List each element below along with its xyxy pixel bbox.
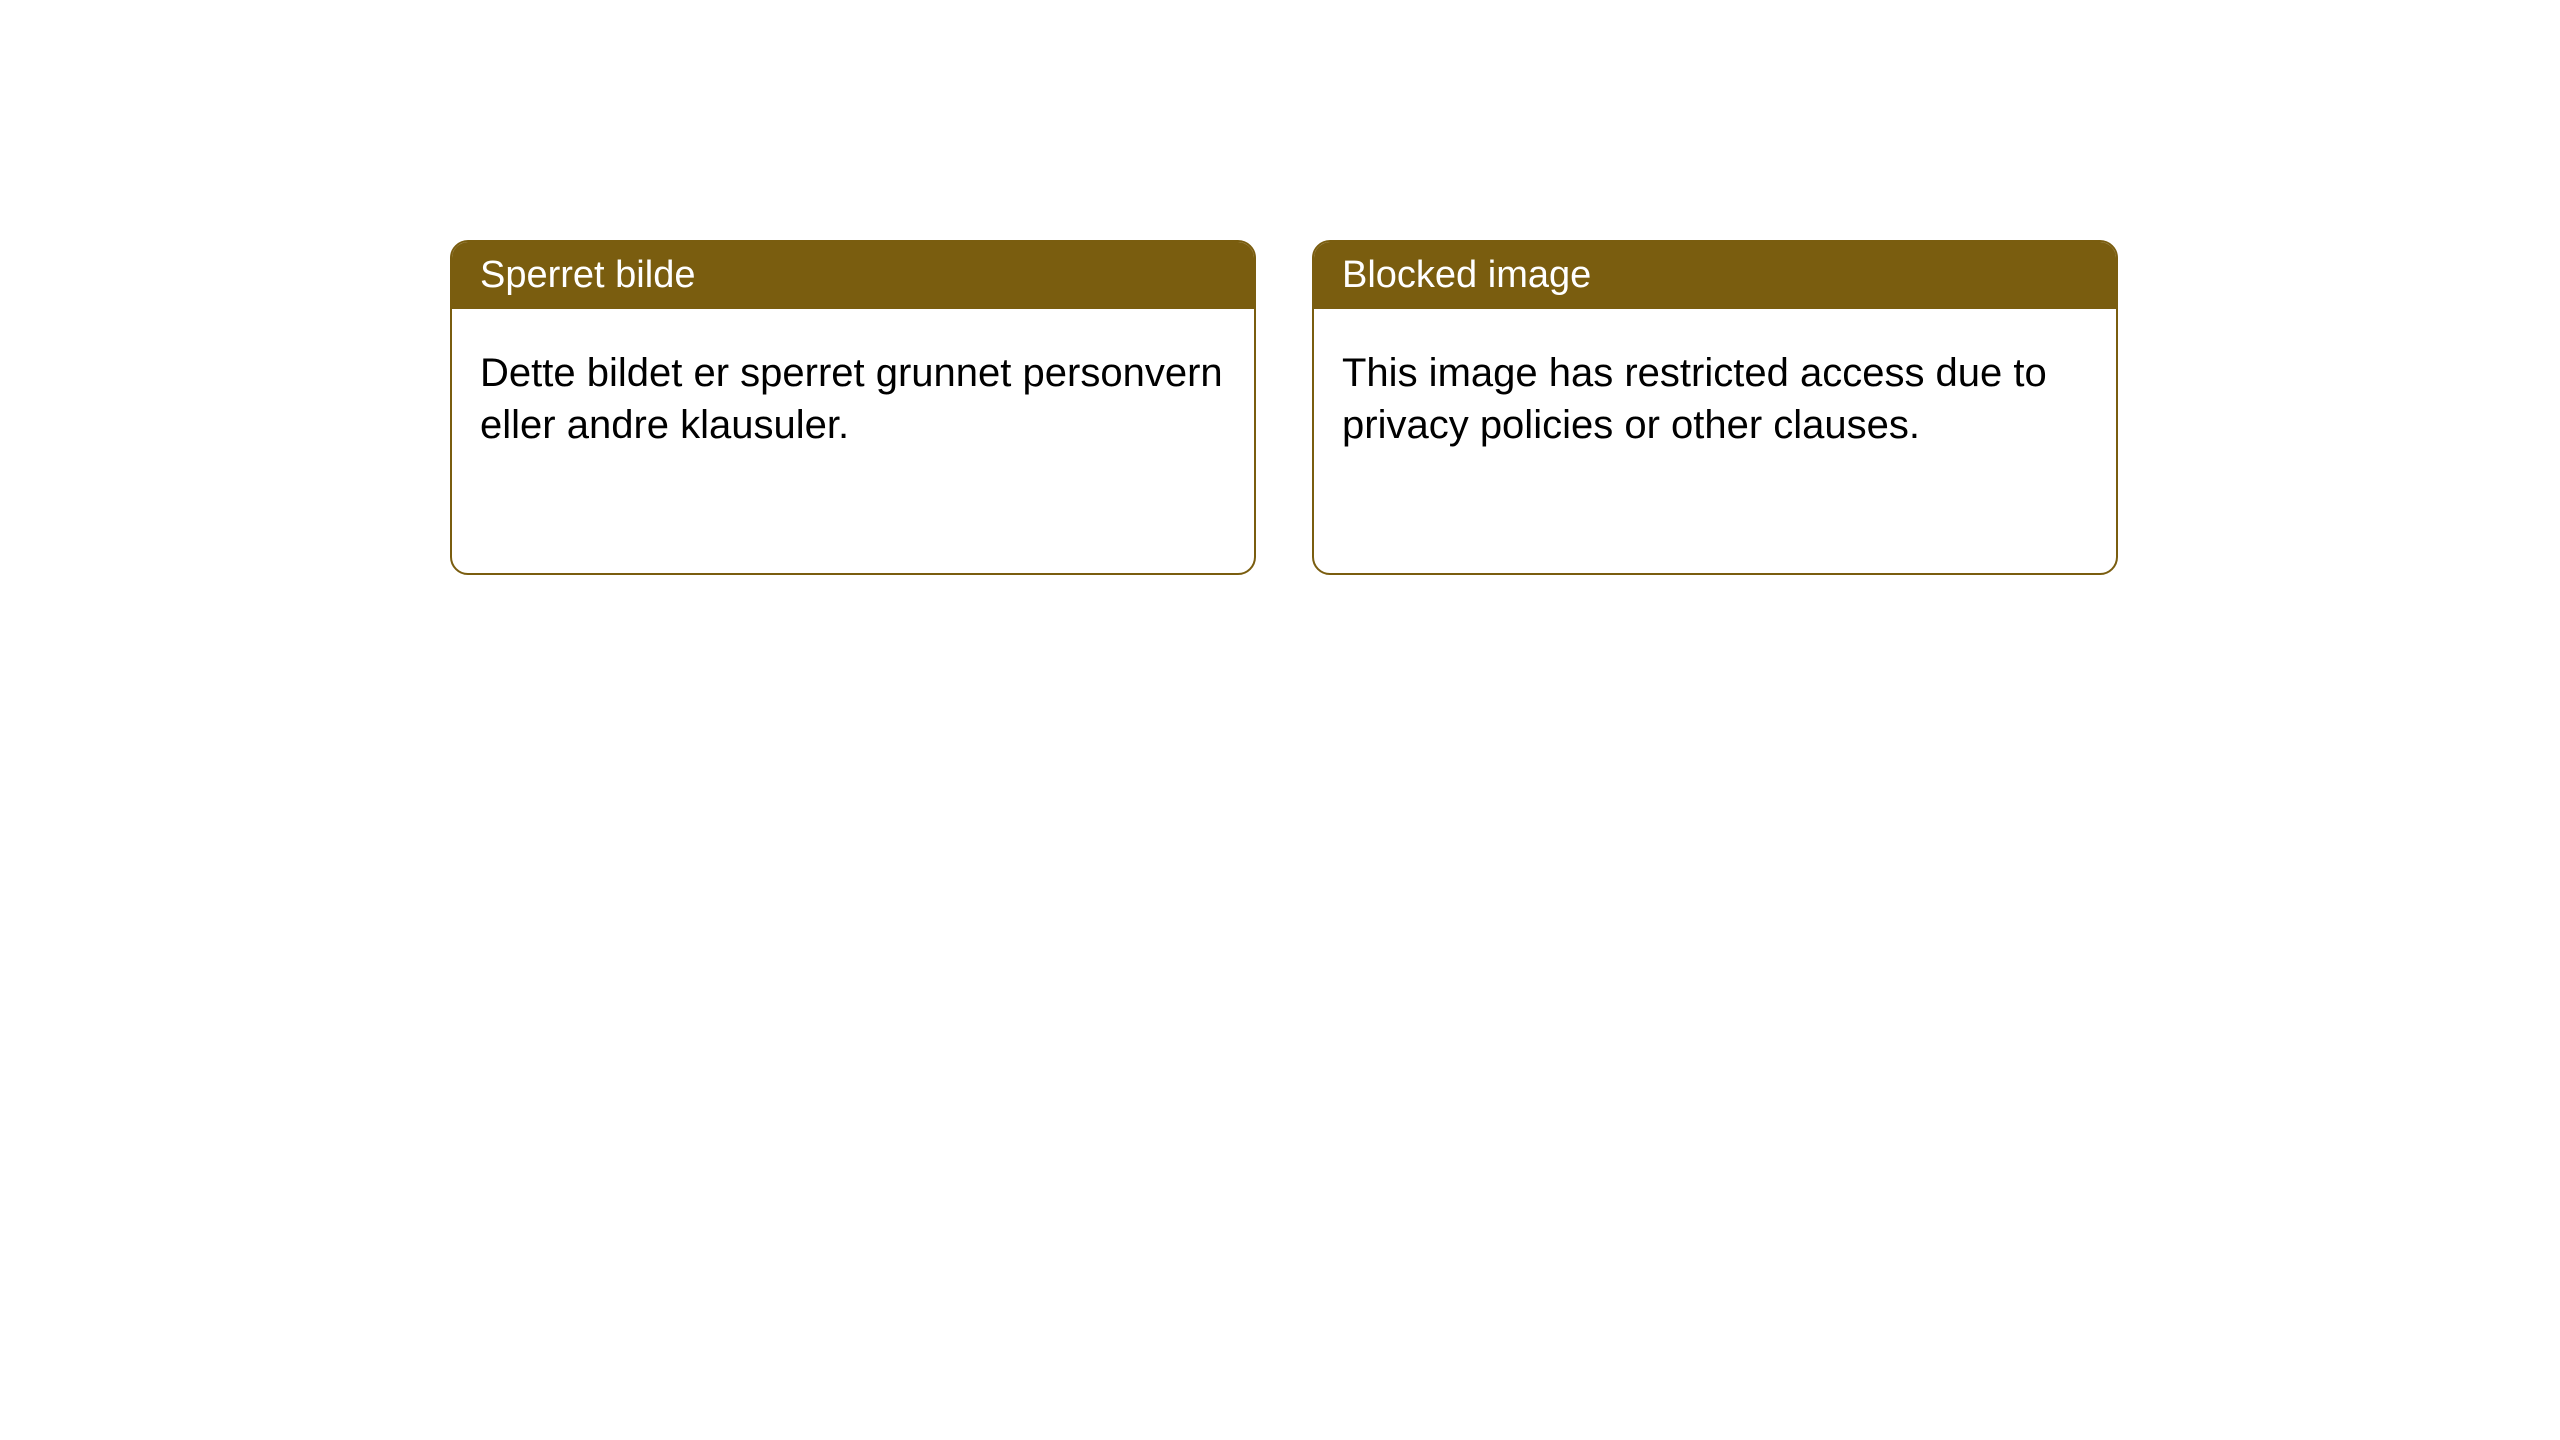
card-body-text: This image has restricted access due to … [1342, 351, 2047, 447]
card-title: Blocked image [1342, 254, 1591, 296]
card-title: Sperret bilde [480, 254, 695, 296]
card-header: Sperret bilde [452, 242, 1254, 309]
notice-card-english: Blocked image This image has restricted … [1312, 240, 2118, 575]
card-body: This image has restricted access due to … [1314, 309, 2116, 489]
notice-container: Sperret bilde Dette bildet er sperret gr… [0, 0, 2560, 575]
card-body-text: Dette bildet er sperret grunnet personve… [480, 351, 1223, 447]
notice-card-norwegian: Sperret bilde Dette bildet er sperret gr… [450, 240, 1256, 575]
card-body: Dette bildet er sperret grunnet personve… [452, 309, 1254, 489]
card-header: Blocked image [1314, 242, 2116, 309]
